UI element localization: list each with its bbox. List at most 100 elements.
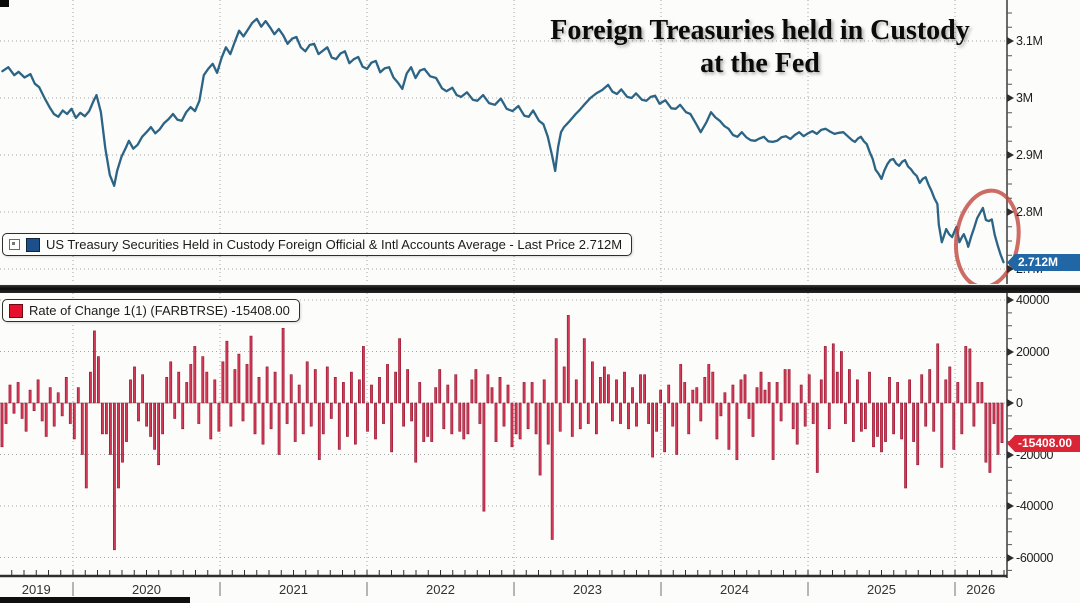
legend-collapse-icon[interactable] [9, 239, 20, 250]
bar [157, 402, 161, 466]
bar [382, 402, 385, 424]
bar [353, 402, 357, 445]
bar [675, 402, 679, 455]
bar [12, 402, 16, 414]
bar [719, 402, 723, 417]
bar [221, 361, 225, 404]
bar [257, 376, 261, 404]
x-year-label: 2020 [132, 582, 161, 597]
bar [52, 402, 56, 427]
bar [847, 369, 851, 404]
last-price-badge: 2.712M [1007, 254, 1080, 271]
bar [197, 402, 201, 424]
bar [803, 402, 807, 427]
corner-mark [0, 0, 9, 7]
bar [663, 402, 667, 453]
bar [884, 402, 887, 442]
legend-treasury-series[interactable]: US Treasury Securities Held in Custody F… [2, 233, 633, 256]
bar [430, 402, 434, 442]
bar [851, 402, 855, 442]
bar [482, 402, 486, 512]
bar [819, 379, 823, 404]
tick-arrow-icon [1007, 208, 1014, 216]
bar [329, 402, 333, 419]
bar [418, 382, 422, 404]
bar [406, 369, 410, 404]
bar [968, 348, 972, 404]
bar [498, 376, 502, 404]
bar [80, 402, 84, 455]
bar [402, 402, 406, 427]
bar [988, 402, 992, 473]
bar [747, 402, 751, 419]
bar [823, 346, 827, 404]
bar [715, 402, 719, 440]
bar [28, 389, 32, 404]
bar [627, 402, 630, 430]
bar [478, 402, 482, 424]
bar [434, 387, 438, 404]
bar [345, 402, 349, 437]
bar [490, 387, 494, 404]
bar [225, 340, 229, 404]
bar [48, 387, 52, 404]
bar [980, 382, 984, 404]
bar [426, 402, 430, 437]
bar [84, 402, 88, 489]
bar [273, 371, 277, 404]
red-series-swatch-icon [9, 303, 23, 318]
bar [554, 338, 558, 404]
tick-label: 2.9M [1016, 148, 1043, 162]
bar [494, 402, 498, 442]
bar [89, 371, 92, 404]
bar [896, 382, 900, 404]
bar [679, 364, 683, 404]
bar [839, 351, 843, 404]
bar [161, 402, 165, 435]
bar [944, 379, 948, 404]
bar [466, 402, 470, 435]
bar [948, 366, 952, 404]
bar [277, 402, 281, 455]
bar [269, 402, 273, 430]
bar [109, 402, 112, 455]
bar [631, 387, 634, 404]
bar [912, 402, 916, 442]
bar [546, 402, 550, 445]
bar [502, 402, 506, 427]
bar [843, 402, 847, 424]
bar [233, 369, 237, 404]
bar [121, 402, 124, 463]
bar [313, 369, 317, 404]
bar [590, 361, 594, 404]
bar [723, 392, 727, 404]
tick-label: -40000 [1016, 499, 1054, 513]
bar [398, 338, 402, 404]
bar [422, 402, 426, 442]
bar [113, 402, 116, 551]
bar [333, 376, 337, 404]
bar [97, 356, 100, 404]
bar [880, 402, 883, 453]
bar [414, 402, 418, 463]
tick-arrow-icon [1007, 399, 1014, 407]
bar [301, 402, 305, 435]
tick-label: -60000 [1016, 550, 1054, 565]
x-year-label: 2021 [279, 582, 308, 597]
bar [711, 371, 715, 404]
bar [438, 369, 442, 404]
bar [16, 382, 20, 404]
tick-arrow-icon [1007, 94, 1014, 102]
panel-separator-bar[interactable] [0, 285, 1080, 293]
bar [859, 402, 863, 432]
bar [727, 402, 731, 450]
bar [8, 384, 12, 404]
bar [586, 402, 590, 424]
tick-label: 0 [1016, 396, 1023, 410]
bar [534, 402, 538, 435]
bar [872, 402, 875, 448]
legend-rate-of-change[interactable]: Rate of Change 1(1) (FARBTRSE) -15408.00 [2, 299, 300, 322]
bar [671, 402, 675, 427]
bar [486, 374, 490, 404]
bar [209, 402, 213, 440]
